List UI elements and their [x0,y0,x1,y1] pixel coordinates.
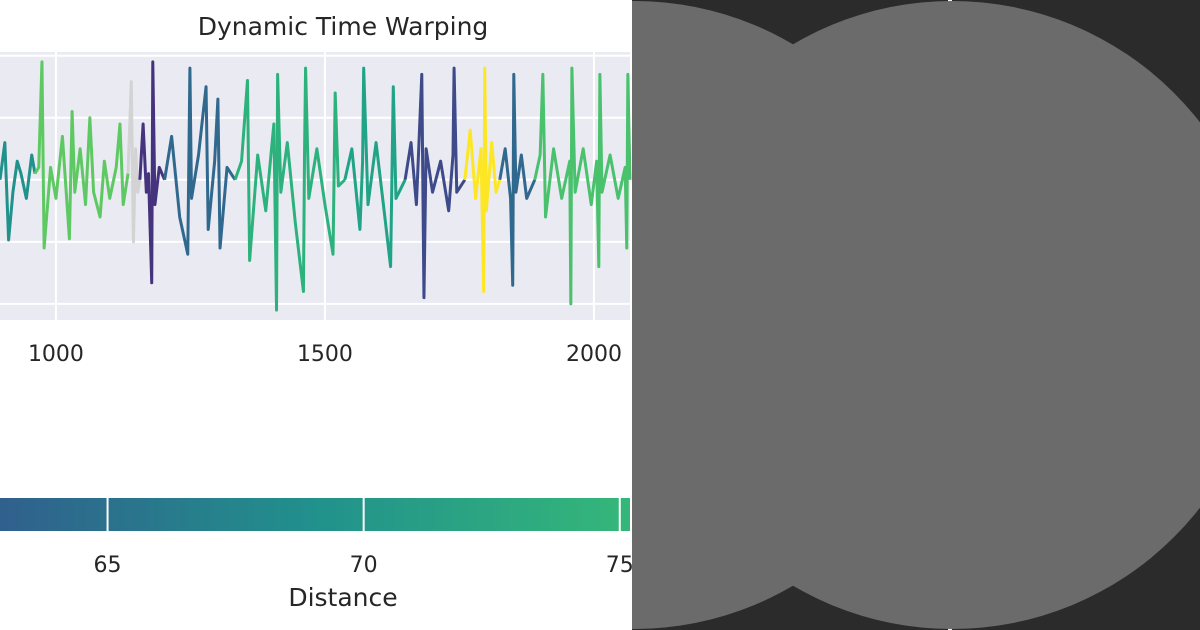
chart-title: Dynamic Time Warping [198,12,489,41]
x-tick-label: 1500 [297,342,353,367]
colorbar [0,498,630,531]
signal-line [343,66,407,269]
signal-line [0,141,37,242]
dark-panel [632,0,1200,630]
x-tick-label: 1000 [28,342,84,367]
colorbar-tick-label: 75 [606,553,632,578]
signal-line [403,66,467,300]
semicircle [638,1,1200,629]
signal-line [126,80,142,244]
signal-line [138,60,167,285]
signal-line [163,66,237,256]
colorbar-tick-label: 70 [350,553,378,578]
colorbar-tick-label: 65 [94,553,122,578]
signal-line [233,66,346,312]
signal-line [33,60,130,250]
signal-line [533,66,632,306]
colorbar-label: Distance [288,583,397,612]
chart: Dynamic Time Warping Distance -2-1012100… [0,12,632,612]
signal-line [498,72,537,287]
signal-line [463,66,502,293]
x-tick-label: 2000 [566,342,622,367]
